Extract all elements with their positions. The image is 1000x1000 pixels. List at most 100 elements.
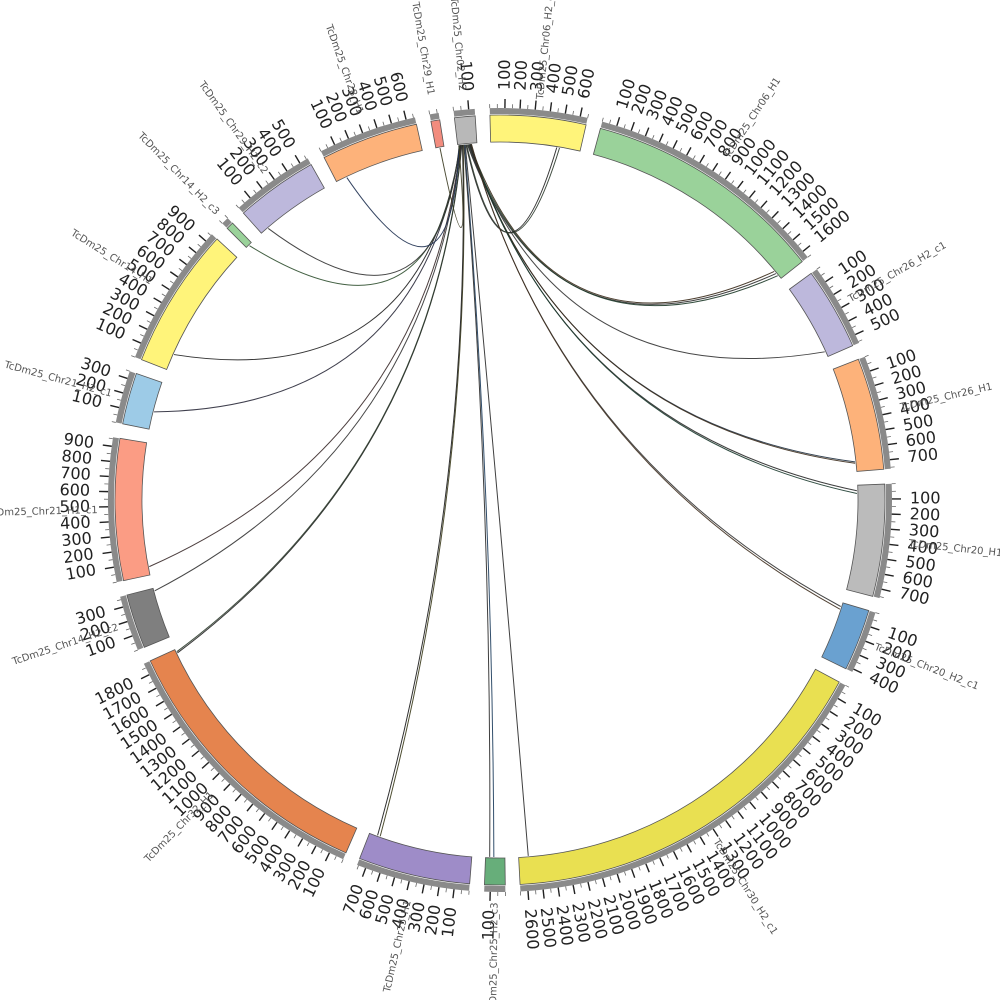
segment-chr30_h2_c1[interactable]: 1002003004005006007008009001000110012001…: [518, 668, 886, 950]
major-tick: [169, 271, 179, 278]
segment-arc[interactable]: [126, 587, 170, 648]
minor-tick: [265, 180, 269, 185]
synteny-link[interactable]: [464, 144, 495, 857]
synteny-link[interactable]: [470, 144, 858, 494]
segment-arc[interactable]: [114, 437, 151, 582]
major-tick: [837, 697, 847, 704]
segment-arc[interactable]: [846, 483, 886, 597]
tick-band: [812, 269, 860, 346]
major-tick: [100, 536, 110, 539]
major-tick: [102, 444, 112, 447]
major-tick: [104, 566, 114, 570]
minor-tick: [164, 707, 168, 711]
synteny-link[interactable]: [176, 145, 463, 653]
segment-name-label: TcDm25_Chr21_H1_c1: [0, 505, 98, 519]
segment-chr32_h1[interactable]: 1002003004005006007008009001000110012001…: [92, 649, 358, 901]
minor-tick: [829, 285, 834, 289]
major-tick: [118, 374, 128, 380]
major-tick: [645, 863, 650, 873]
minor-tick: [253, 189, 257, 194]
segment-chr06_h1[interactable]: 1002003004005006007008009001000110012001…: [592, 76, 854, 279]
minor-tick: [623, 124, 626, 129]
segment-arc[interactable]: [788, 272, 854, 357]
synteny-link[interactable]: [467, 144, 825, 359]
tick-band: [489, 108, 588, 124]
minor-tick: [197, 243, 202, 248]
synteny-link[interactable]: [464, 144, 529, 856]
major-tick: [181, 738, 190, 746]
major-tick: [572, 884, 576, 895]
segment-arc[interactable]: [484, 857, 506, 886]
tick-label: 700: [907, 444, 939, 466]
synteny-link[interactable]: [173, 145, 461, 361]
major-tick: [616, 117, 621, 127]
segment-arc[interactable]: [453, 115, 478, 145]
segment-arc[interactable]: [821, 602, 870, 670]
minor-tick: [181, 732, 185, 736]
segment-arc[interactable]: [518, 668, 840, 885]
segment-arc[interactable]: [489, 114, 587, 152]
synteny-link[interactable]: [470, 144, 841, 610]
tick-band: [357, 859, 470, 891]
minor-tick: [766, 209, 770, 213]
segment-arc[interactable]: [140, 238, 238, 371]
segment-arc[interactable]: [359, 832, 473, 885]
major-tick: [821, 723, 830, 730]
synteny-link[interactable]: [149, 145, 462, 568]
minor-tick: [638, 129, 641, 134]
segment-arc[interactable]: [323, 123, 423, 183]
major-tick: [829, 710, 839, 717]
major-tick: [403, 110, 407, 120]
synteny-link[interactable]: [379, 144, 465, 837]
minor-tick: [666, 854, 669, 859]
major-tick: [256, 180, 263, 189]
synteny-link[interactable]: [267, 145, 460, 276]
synteny-link[interactable]: [466, 144, 560, 234]
synteny-link[interactable]: [469, 144, 775, 304]
segment-arc[interactable]: [430, 119, 445, 149]
segment-arc[interactable]: [242, 163, 325, 234]
minor-tick: [692, 155, 696, 160]
minor-tick: [879, 596, 884, 598]
synteny-link[interactable]: [463, 144, 491, 857]
synteny-link[interactable]: [377, 144, 464, 836]
synteny-link[interactable]: [468, 144, 778, 307]
segment-arc[interactable]: [122, 373, 163, 430]
segment-chr14_h1[interactable]: 100200300400500600700800900TcDm25_Chr14_…: [68, 201, 238, 371]
segment-arc[interactable]: [226, 222, 252, 248]
segment-arc[interactable]: [149, 649, 358, 854]
synteny-link[interactable]: [439, 145, 464, 228]
segment-arc[interactable]: [832, 358, 885, 472]
major-tick: [885, 427, 895, 431]
synteny-link[interactable]: [470, 144, 841, 607]
synteny-link[interactable]: [465, 144, 558, 233]
synteny-link[interactable]: [346, 145, 460, 248]
minor-tick: [169, 280, 174, 284]
major-tick: [294, 154, 301, 164]
segment-arc[interactable]: [592, 127, 803, 279]
minor-tick: [353, 131, 356, 136]
minor-tick: [693, 840, 697, 845]
minor-tick: [172, 720, 177, 724]
major-tick: [782, 221, 790, 230]
major-tick: [549, 102, 553, 112]
minor-tick: [397, 117, 400, 122]
major-tick: [748, 190, 756, 199]
tick-band: [859, 356, 891, 470]
minor-tick: [868, 633, 873, 636]
synteny-link[interactable]: [154, 145, 462, 592]
tick-band: [484, 885, 506, 892]
